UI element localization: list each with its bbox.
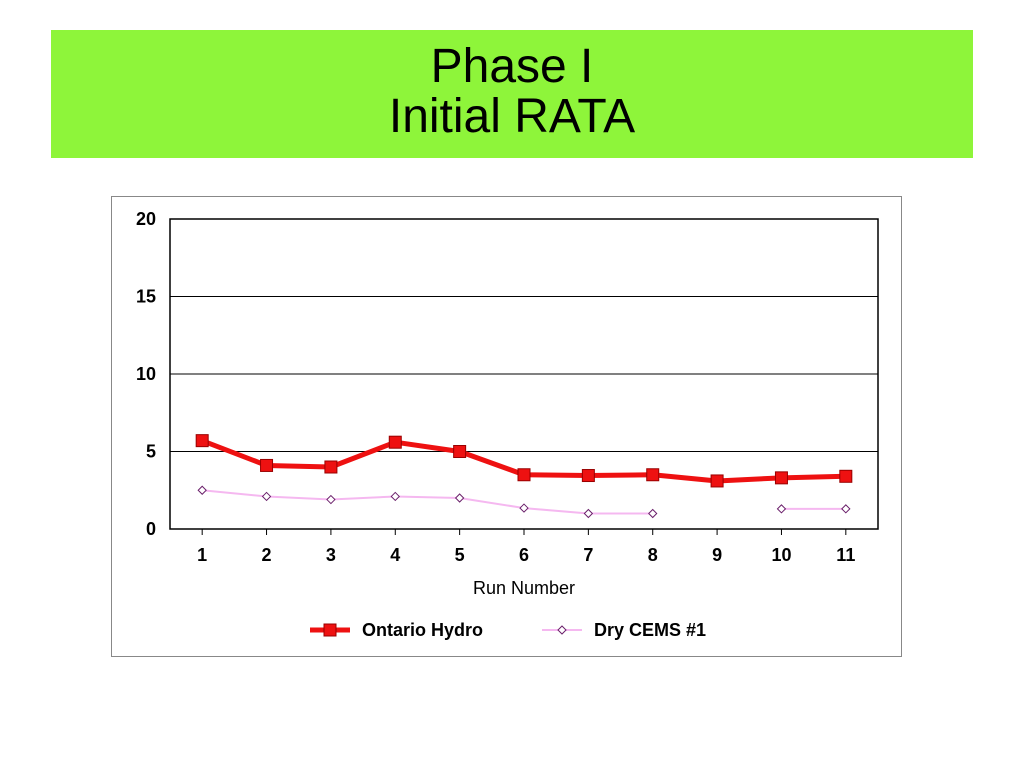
data-point xyxy=(776,504,787,514)
x-tick-label: 7 xyxy=(583,545,593,565)
data-point xyxy=(519,503,529,513)
x-tick-label: 10 xyxy=(771,545,791,565)
data-point xyxy=(648,508,658,519)
line-chart: 0 5 10 15 20 1 2 3 4 5 6 7 8 9 10 11 Run Number Ontario H… xyxy=(136,209,879,640)
data-point xyxy=(646,468,660,482)
x-tick-label: 4 xyxy=(390,545,400,565)
x-tick-label: 5 xyxy=(455,545,465,565)
data-point xyxy=(195,434,209,448)
x-tick-label: 6 xyxy=(519,545,529,565)
series-line-dry-cems-1 xyxy=(202,489,653,515)
chart-frame: 0 5 10 15 20 1 2 3 4 5 6 7 8 9 10 11 Run Number Ontario H… xyxy=(111,196,902,657)
y-tick-label: 5 xyxy=(146,442,156,462)
legend-marker xyxy=(557,625,567,635)
data-point xyxy=(260,458,274,472)
slide-title-line2: Initial RATA xyxy=(388,90,636,143)
data-point xyxy=(324,460,338,474)
x-tick-label: 2 xyxy=(262,545,272,565)
data-point xyxy=(710,474,724,488)
y-tick-label: 15 xyxy=(136,287,156,307)
x-tick-label: 11 xyxy=(836,545,855,565)
legend-label: Ontario Hydro xyxy=(362,620,483,640)
x-tick-label: 3 xyxy=(326,545,336,565)
data-point xyxy=(454,493,465,503)
x-tick-label: 1 xyxy=(197,545,207,565)
data-point xyxy=(517,468,531,482)
x-tick-label: 8 xyxy=(648,545,658,565)
data-point xyxy=(197,485,207,495)
data-point xyxy=(841,504,851,514)
legend-label: Dry CEMS #1 xyxy=(594,620,706,640)
data-point xyxy=(261,491,272,502)
data-point xyxy=(390,491,400,502)
data-point xyxy=(388,435,402,449)
slide-title-line1: Phase I xyxy=(430,40,594,93)
y-tick-label: 10 xyxy=(136,364,156,384)
y-tick-label: 20 xyxy=(136,209,156,229)
title-band: Phase I Initial RATA xyxy=(51,30,973,158)
data-point xyxy=(839,469,853,483)
data-point xyxy=(453,445,467,458)
data-point xyxy=(326,494,336,505)
data-point xyxy=(581,469,595,483)
legend-marker xyxy=(323,623,337,637)
x-axis-title: Run Number xyxy=(473,578,575,598)
data-point xyxy=(774,471,788,485)
y-tick-label: 0 xyxy=(146,519,156,539)
data-point xyxy=(583,508,594,519)
x-tick-label: 9 xyxy=(712,545,722,565)
